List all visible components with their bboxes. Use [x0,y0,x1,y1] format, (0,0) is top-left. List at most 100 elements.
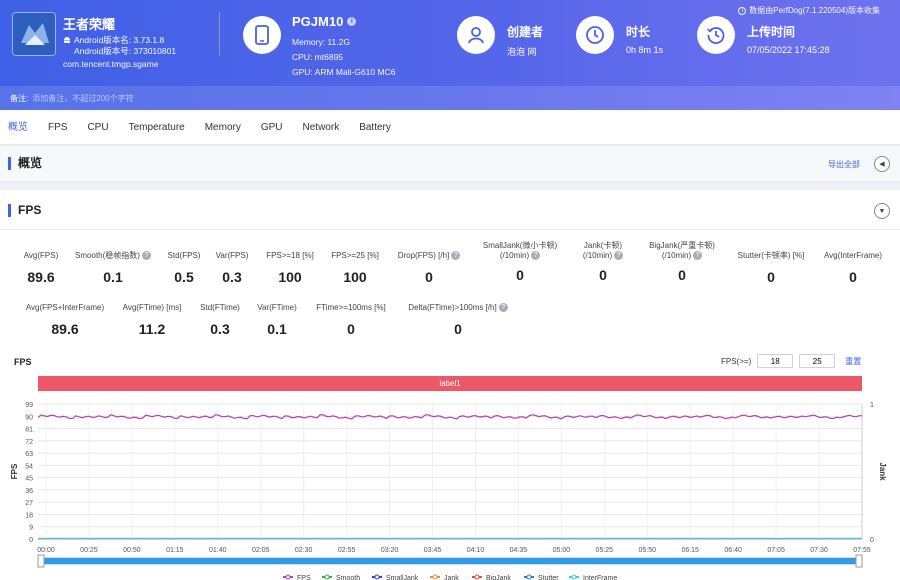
help-icon[interactable]: ? [498,303,508,313]
x-tick-label: 06:15 [681,547,699,554]
fps-panel: FPS ▼ Avg(FPS) 89.6 Smooth(稳帧指数)? 0.1 Std(FP… [0,190,900,580]
info-icon[interactable]: i [347,17,357,26]
legend-marker [285,574,291,580]
y-axis-label: FPS [10,463,19,479]
metric-label: Delta(FTime)>100ms [/h]? [398,303,518,313]
report-header: 王者荣耀 Android版本名: 3.73.1.8 Android版本号: 37… [0,0,900,110]
metric-cell: Drop(FPS) [/h]? 0 [369,251,489,285]
metric-cell: Std(FPS) 0.5 [124,251,244,285]
header-divider [219,12,220,56]
label-band[interactable]: label1 [38,376,862,391]
fps-section-title: FPS [8,204,41,217]
tab-fps[interactable]: FPS [48,121,68,133]
legend-label: BigJank [486,575,511,580]
metric-label-line2: (/10min)? [460,251,580,261]
tab-memory[interactable]: Memory [204,121,241,133]
chart-title: FPS [14,357,32,367]
metric-label: Avg(InterFrame) [823,251,883,260]
metric-cell: Std(FTime) 0.3 [160,303,280,337]
collapse-fps-button[interactable]: ▼ [874,203,890,219]
x-tick-label: 03:45 [424,547,442,554]
tab-battery[interactable]: Battery [359,121,391,133]
y2-tick-label: 1 [870,402,874,409]
metric-value: 0.3 [222,269,242,285]
y-tick-label: 90 [25,414,33,421]
legend-marker [432,574,438,580]
metric-label: Var(FPS) [215,251,249,260]
metric-cell: FPS>=18 [%] 100 [230,251,350,285]
y-tick-label: 54 [25,463,33,470]
duration-value: 0h 8m 1s [626,45,664,55]
metric-label: Smooth(稳帧指数)? [53,251,173,261]
legend-label: FPS [297,575,311,580]
metric-value: 89.6 [51,321,79,337]
metric-cell: Var(FPS) 0.3 [172,251,292,285]
fps-threshold-controls: FPS(>=) 重置 [721,354,861,368]
upload-title: 上传时间 [747,25,796,39]
app-package: com.tencent.tmgp.sgame [63,59,159,69]
range-handle-right [855,554,863,568]
metric-cell: BigJank(严重卡顿) (/10min)? 0 [622,241,742,283]
legend-label: Jank [444,575,459,580]
metric-cell: Avg(FPS+InterFrame) 89.6 [5,303,125,337]
metric-label: FPS>=18 [%] [266,251,314,260]
help-icon[interactable]: ? [614,251,624,261]
x-tick-label: 00:25 [80,547,98,554]
reset-button[interactable]: 重置 [845,356,862,366]
tab-overview[interactable]: 概览 [8,121,28,133]
threshold-input-2[interactable] [799,354,836,368]
legend-label: SmallJank [386,575,419,580]
x-tick-label: 03:20 [381,547,399,554]
history-icon [697,16,735,54]
android-icon [63,36,71,44]
metric-cell: FTime>=100ms [%] 0 [291,303,411,337]
metric-value: 0 [767,269,775,285]
x-tick-label: 05:50 [638,547,656,554]
x-tick-label: 07:30 [810,547,828,554]
legend-marker [474,574,480,580]
info-circle-icon: i [738,6,747,15]
x-tick-label: 01:15 [166,547,184,554]
fps-chart: 0 9 18 27 36 45 54 63 72 81 90 99 00:00 00:25 00:50 01:… [10,402,887,580]
metric-value: 0 [849,269,857,285]
help-icon[interactable]: ? [141,251,151,261]
tab-cpu[interactable]: CPU [87,121,109,133]
tab-network[interactable]: Network [302,121,340,133]
x-tick-label: 07:55 [853,547,871,554]
x-tick-label: 05:25 [596,547,614,554]
metric-value: 0 [678,267,686,283]
metric-value: 0 [599,267,607,283]
y-tick-label: 9 [29,525,33,532]
help-icon[interactable]: ? [451,251,461,261]
tab-bar: 概览 FPS CPU Temperature Memory GPU Networ… [0,110,900,145]
metric-value: 0 [516,267,524,283]
tab-gpu[interactable]: GPU [260,121,283,133]
remark-input[interactable] [32,93,333,103]
tab-temperature[interactable]: Temperature [128,121,185,133]
x-tick-label: 04:35 [510,547,528,554]
android-icon [63,47,71,55]
help-icon[interactable]: ? [693,251,703,261]
x-tick-label: 00:00 [37,547,55,554]
app-version-name: Android版本名: 3.73.1.8 [63,34,164,46]
export-all-link[interactable]: 导出全部 [828,160,860,169]
metric-cell: Avg(FTime) [ms] 11.2 [92,303,212,337]
metric-value: 0.5 [174,269,194,285]
collapse-left-button[interactable]: ◀ [874,156,890,172]
metric-cell: SmallJank(微小卡顿) (/10min)? 0 [460,241,580,283]
legend-marker [571,574,577,580]
help-icon[interactable]: ? [531,251,541,261]
device-gpu: GPU: ARM Mali-G610 MC6 [292,67,396,77]
metric-cell: Avg(FPS) 89.6 [0,251,101,285]
metric-label-line2: (/10min)? [543,251,663,261]
metric-cell: Delta(FTime)>100ms [/h]? 0 [398,303,518,337]
range-slider-selection [41,558,859,564]
threshold-input-1[interactable] [757,354,794,368]
phone-icon [243,16,281,54]
x-tick-label: 02:05 [252,547,270,554]
y-tick-label: 0 [29,537,33,544]
range-handle-left [37,554,45,568]
creator-value: 泡泡 网 [507,47,537,57]
metric-value: 11.2 [138,321,166,337]
device-name: PGJM10 i [292,14,357,29]
